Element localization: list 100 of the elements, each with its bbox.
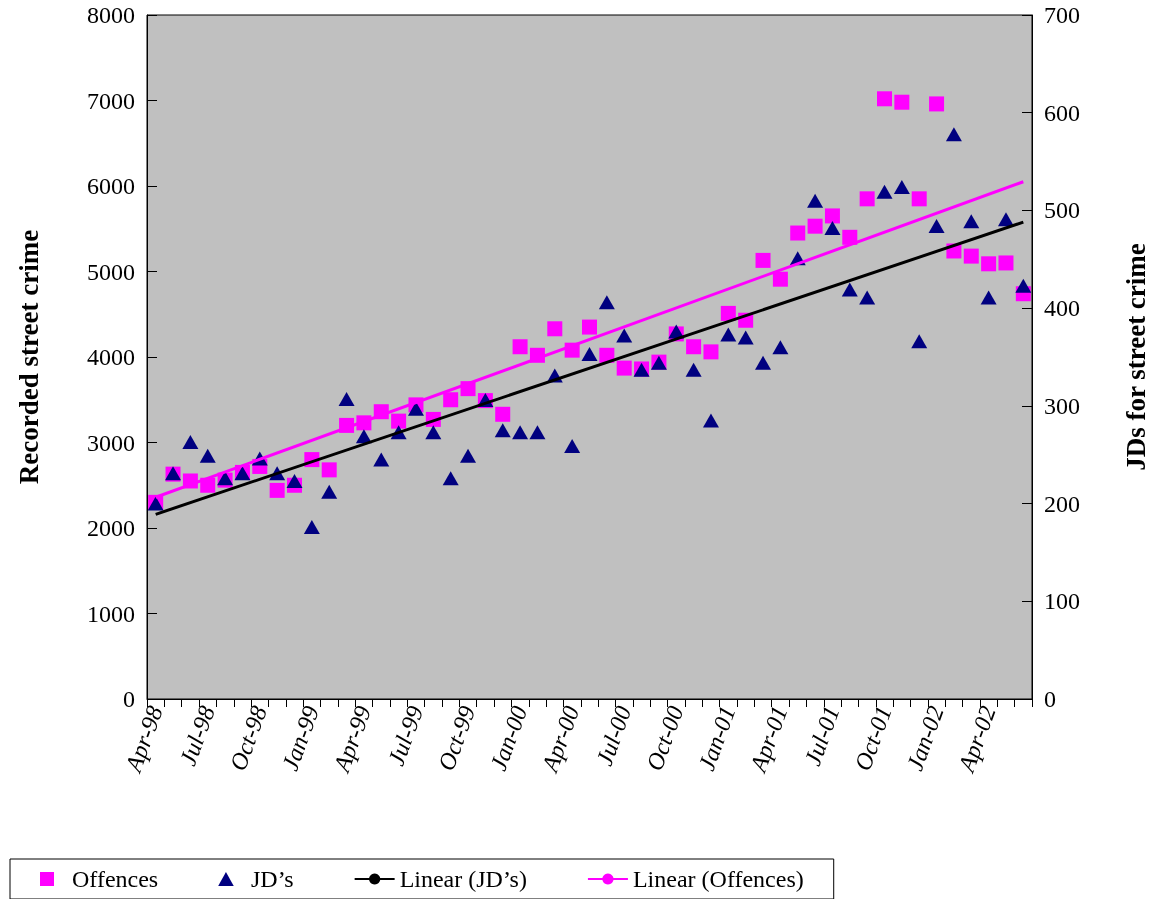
point — [582, 319, 597, 335]
point — [460, 448, 477, 463]
x-tick-label: Apr-99 — [327, 702, 377, 777]
point — [512, 425, 529, 440]
point — [859, 191, 875, 207]
y-tick-label: 4000 — [87, 344, 135, 370]
point — [529, 425, 546, 440]
point — [616, 328, 633, 343]
x-tick-label: Oct-98 — [224, 702, 273, 775]
y-tick-label: 2000 — [87, 515, 135, 541]
point — [720, 327, 737, 342]
x-tick-label: Jan-99 — [276, 702, 325, 775]
y2-tick-label: 500 — [1044, 197, 1080, 224]
point — [443, 392, 459, 408]
point — [512, 339, 528, 355]
point — [407, 401, 424, 416]
x-tick-label: Jan-02 — [901, 702, 949, 775]
point — [877, 91, 892, 107]
x-tick-label: Oct-01 — [849, 702, 897, 775]
point — [442, 471, 459, 486]
x-tick-label: Apr-00 — [536, 702, 585, 777]
point — [981, 256, 997, 272]
y-tick-label: 3000 — [87, 429, 135, 456]
point — [790, 225, 806, 241]
point — [286, 474, 303, 489]
point — [182, 435, 199, 450]
y2-tick-label: 700 — [1044, 2, 1080, 28]
x-tick-label: Jul-99 — [382, 702, 429, 770]
legend-label: Linear (Offences) — [632, 866, 804, 892]
point — [269, 482, 285, 498]
point — [824, 208, 840, 224]
point — [702, 413, 719, 428]
point — [598, 295, 615, 310]
x-tick-label: Oct-00 — [641, 702, 689, 775]
point — [755, 252, 771, 268]
x-tick-label: Jul-98 — [174, 702, 220, 770]
x-tick-label: Apr-01 — [744, 702, 793, 777]
point — [495, 406, 511, 422]
point — [703, 344, 719, 360]
point — [963, 214, 980, 229]
point — [824, 221, 841, 236]
point — [321, 462, 337, 478]
y2-axis-title: JDs for street crime — [1120, 243, 1151, 471]
point — [807, 218, 823, 234]
x-tick-label: Jul-01 — [799, 702, 845, 770]
point — [911, 334, 928, 349]
point — [685, 362, 702, 377]
y2-tick-label: 400 — [1044, 295, 1080, 322]
point — [199, 448, 216, 463]
point — [373, 452, 390, 467]
y2-tick-label: 600 — [1044, 99, 1080, 126]
point — [547, 321, 563, 337]
point — [945, 127, 962, 142]
legend-label: Linear (JD’s) — [399, 866, 527, 892]
point — [893, 179, 910, 194]
point — [859, 290, 876, 305]
point — [391, 413, 407, 429]
y-tick-label: 1000 — [87, 600, 135, 627]
x-tick-label: Jul-00 — [591, 702, 637, 770]
point — [876, 184, 893, 199]
point — [425, 425, 442, 440]
x-tick-label: Oct-99 — [433, 702, 481, 775]
y-axis-title: Recorded street crime — [13, 229, 44, 485]
point — [980, 290, 997, 305]
point — [720, 305, 736, 321]
point — [303, 520, 320, 535]
x-tick-label: Jan-01 — [693, 702, 741, 775]
point — [911, 191, 927, 207]
y-tick-label: 8000 — [87, 2, 135, 28]
legend-label: JD’s — [250, 866, 294, 892]
point — [997, 212, 1014, 227]
point — [755, 355, 772, 370]
legend-label: Offences — [72, 866, 159, 892]
point — [929, 96, 945, 112]
point — [564, 438, 581, 453]
point — [1015, 278, 1032, 293]
point — [998, 255, 1014, 271]
y-tick-label: 6000 — [87, 173, 135, 199]
y2-tick-label: 300 — [1044, 392, 1080, 419]
y-tick-label: 0 — [123, 686, 135, 712]
point — [494, 423, 511, 438]
point — [686, 339, 702, 355]
point — [338, 392, 355, 407]
y2-tick-label: 0 — [1044, 686, 1056, 712]
point — [894, 94, 910, 110]
point — [928, 219, 945, 234]
point — [581, 347, 598, 362]
y-tick-label: 5000 — [87, 258, 135, 285]
y2-tick-label: 100 — [1044, 588, 1080, 615]
point — [963, 248, 979, 264]
point — [807, 193, 824, 208]
point — [772, 340, 789, 355]
point — [841, 282, 858, 297]
point — [321, 484, 338, 499]
y2-tick-label: 200 — [1044, 490, 1080, 517]
point — [772, 271, 788, 287]
point — [737, 330, 754, 345]
y-tick-label: 7000 — [87, 87, 135, 114]
point — [616, 360, 632, 376]
x-tick-label: Apr-02 — [952, 702, 1001, 777]
